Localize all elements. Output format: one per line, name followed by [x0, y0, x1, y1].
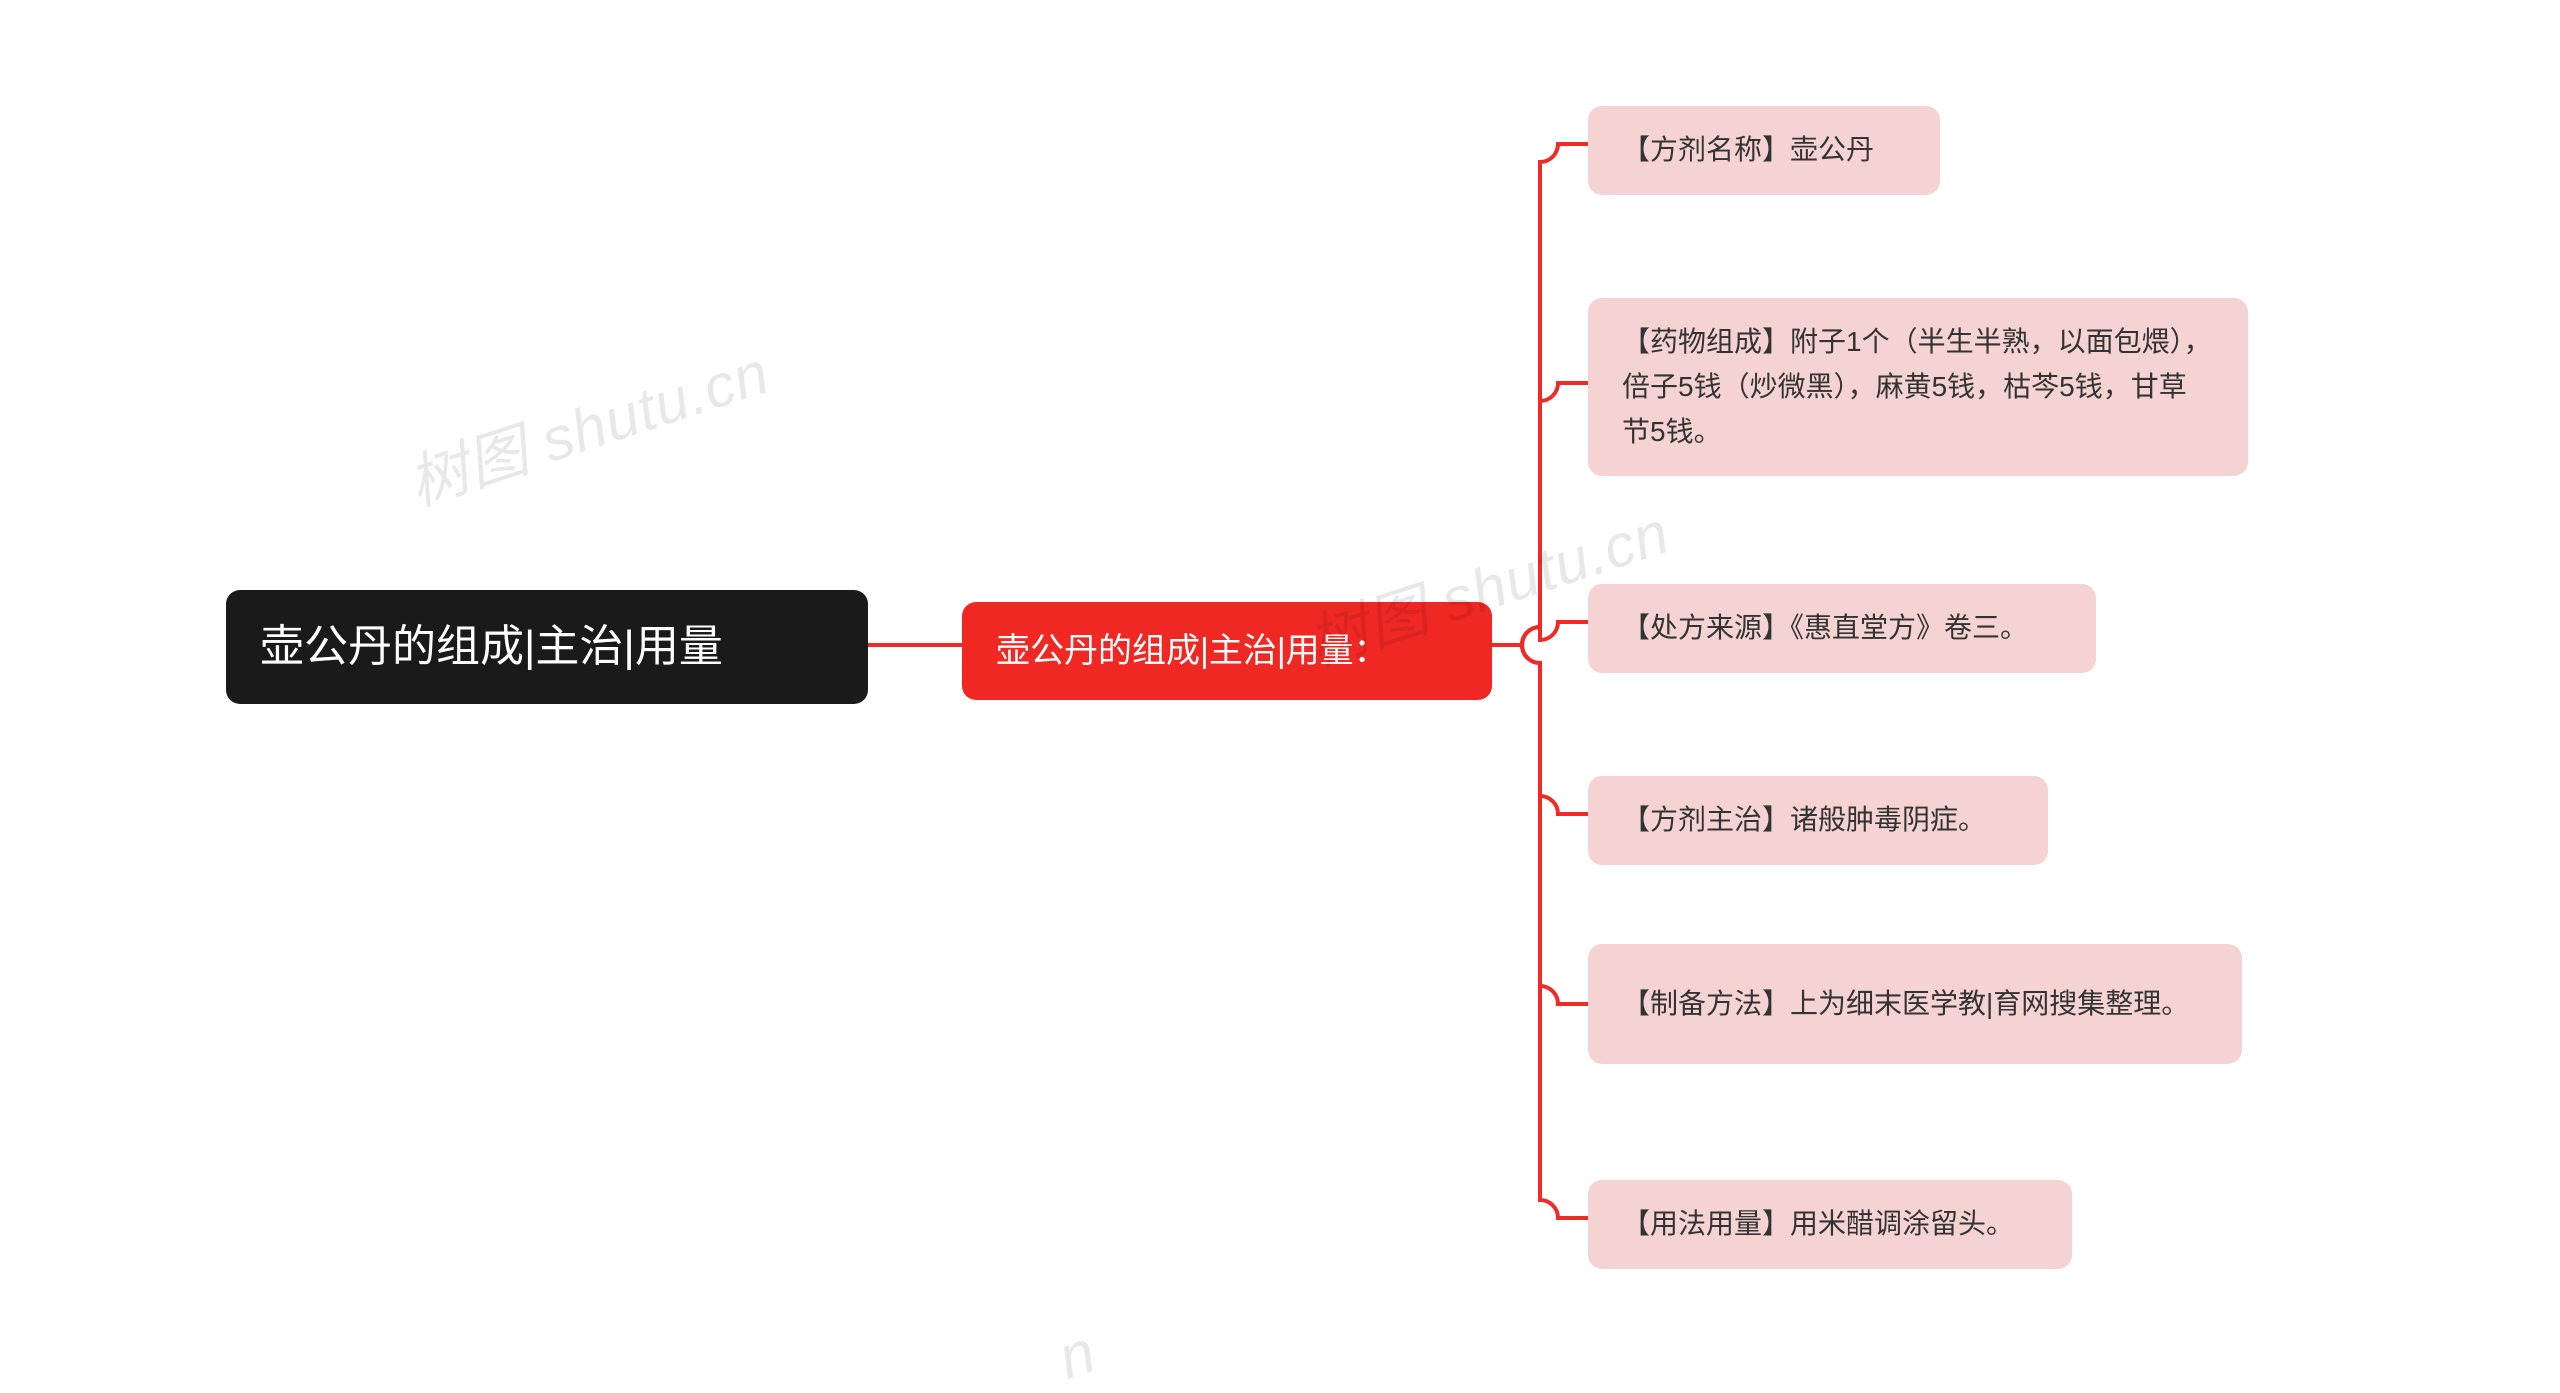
watermark: 树图 shutu.cn — [396, 324, 779, 522]
leaf-node-1: 【药物组成】附子1个（半生半熟，以面包煨），倍子5钱（炒微黑），麻黄5钱，枯芩5… — [1588, 298, 2248, 476]
leaf-label: 【药物组成】附子1个（半生半熟，以面包煨），倍子5钱（炒微黑），麻黄5钱，枯芩5… — [1622, 320, 2214, 454]
leaf-label: 【制备方法】上为细末医学教|育网搜集整理。 — [1622, 982, 2189, 1027]
leaf-node-2: 【处方来源】《惠直堂方》卷三。 — [1588, 584, 2096, 673]
root-label: 壶公丹的组成|主治|用量 — [260, 612, 723, 682]
leaf-label: 【处方来源】《惠直堂方》卷三。 — [1622, 606, 2028, 651]
root-node: 壶公丹的组成|主治|用量 — [226, 590, 868, 704]
leaf-label: 【方剂名称】壶公丹 — [1622, 128, 1874, 173]
mindmap-canvas: 壶公丹的组成|主治|用量 壶公丹的组成|主治|用量： 【方剂名称】壶公丹 【药物… — [0, 0, 2560, 1364]
leaf-label: 【方剂主治】诸般肿毒阴症。 — [1622, 798, 1986, 843]
sub-label: 壶公丹的组成|主治|用量： — [996, 624, 1388, 678]
leaf-node-3: 【方剂主治】诸般肿毒阴症。 — [1588, 776, 2048, 865]
sub-node: 壶公丹的组成|主治|用量： — [962, 602, 1492, 700]
leaf-node-0: 【方剂名称】壶公丹 — [1588, 106, 1940, 195]
leaf-node-5: 【用法用量】用米醋调涂留头。 — [1588, 1180, 2072, 1269]
leaf-label: 【用法用量】用米醋调涂留头。 — [1622, 1202, 2014, 1247]
watermark: n — [1050, 1316, 1104, 1392]
leaf-node-4: 【制备方法】上为细末医学教|育网搜集整理。 — [1588, 944, 2242, 1064]
